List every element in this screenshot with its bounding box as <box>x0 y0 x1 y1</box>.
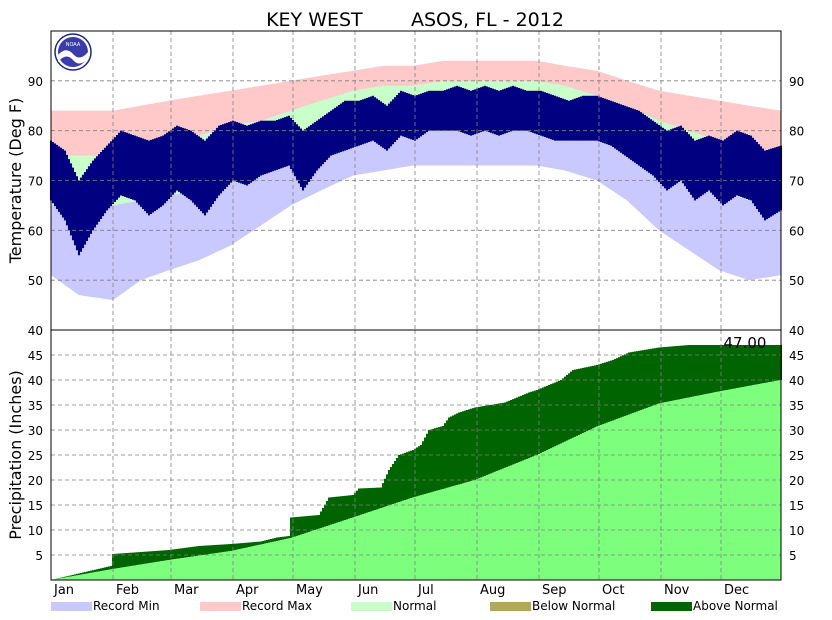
precip-tick-right: 10 <box>789 524 804 538</box>
legend-swatch <box>651 602 692 611</box>
precip-tick-left: 10 <box>28 524 43 538</box>
precip-tick-left: 35 <box>28 399 43 413</box>
temp-tick-right: 50 <box>789 274 804 288</box>
legend: Record Min Record Max Normal Below Normal Ab… <box>51 599 778 613</box>
temp-tick-left: 50 <box>28 274 43 288</box>
legend-label: Below Normal <box>532 599 615 613</box>
legend-label: Above Normal <box>693 599 778 613</box>
temp-tick-right: 90 <box>789 75 804 89</box>
legend-label: Record Max <box>242 599 312 613</box>
observed-temperature-bars <box>49 85 783 256</box>
month-label: Feb <box>116 583 139 598</box>
temp-tick-left: 60 <box>28 224 43 238</box>
month-label: Apr <box>236 583 259 598</box>
precip-tick-left: 20 <box>28 474 43 488</box>
noaa-logo: NOAA <box>54 33 92 71</box>
month-label: May <box>296 583 323 598</box>
temp-tick-right: 70 <box>789 175 804 189</box>
total-precip-annotation: 47.00 <box>724 334 767 352</box>
month-label: Oct <box>602 583 624 598</box>
precip-tick-right: 40 <box>789 374 804 388</box>
logo-text: NOAA <box>66 42 81 48</box>
above-normal-area <box>51 345 783 580</box>
precip-tick-right: 30 <box>789 424 804 438</box>
precip-tick-right: 5 <box>789 549 797 563</box>
month-axis: Jan Feb Mar Apr May Jun Jul Aug Sep Oct Nov Dec <box>53 583 749 598</box>
precip-tick-left: 5 <box>35 549 43 563</box>
precip-axis-label: Precipitation (Inches) <box>6 370 25 540</box>
month-label: Jun <box>357 583 378 598</box>
month-label: Sep <box>542 583 567 598</box>
temp-axis-label: Temperature (Deg F) <box>6 98 25 265</box>
month-label: Dec <box>724 583 749 598</box>
precip-tick-right: 25 <box>789 449 804 463</box>
precip-tick-right: 35 <box>789 399 804 413</box>
temp-tick-left: 70 <box>28 175 43 189</box>
temp-tick-left: 40 <box>28 324 43 338</box>
precip-tick-left: 25 <box>28 449 43 463</box>
month-label: Nov <box>664 583 690 598</box>
legend-label: Normal <box>393 599 436 613</box>
precip-tick-right: 45 <box>789 349 804 363</box>
month-label: Mar <box>174 583 199 598</box>
legend-swatch <box>200 602 241 611</box>
precip-tick-left: 45 <box>28 349 43 363</box>
legend-swatch <box>351 602 392 611</box>
legend-swatch <box>490 602 531 611</box>
legend-label: Record Min <box>93 599 160 613</box>
temp-tick-left: 80 <box>28 125 43 139</box>
temp-tick-right: 40 <box>789 324 804 338</box>
legend-swatch <box>51 602 92 611</box>
precip-frame <box>50 329 782 581</box>
month-label: Aug <box>480 583 505 598</box>
month-label: Jul <box>417 583 434 598</box>
temp-tick-right: 80 <box>789 125 804 139</box>
temp-tick-left: 90 <box>28 75 43 89</box>
record-max-band <box>51 60 781 156</box>
precip-tick-right: 20 <box>789 474 804 488</box>
precip-tick-left: 40 <box>28 374 43 388</box>
chart-title: KEY WEST ASOS, FL - 2012 <box>266 9 564 31</box>
precip-tick-left: 15 <box>28 499 43 513</box>
temp-tick-right: 60 <box>789 224 804 238</box>
month-label: Jan <box>53 583 74 598</box>
precip-tick-left: 30 <box>28 424 43 438</box>
precip-tick-right: 15 <box>789 499 804 513</box>
